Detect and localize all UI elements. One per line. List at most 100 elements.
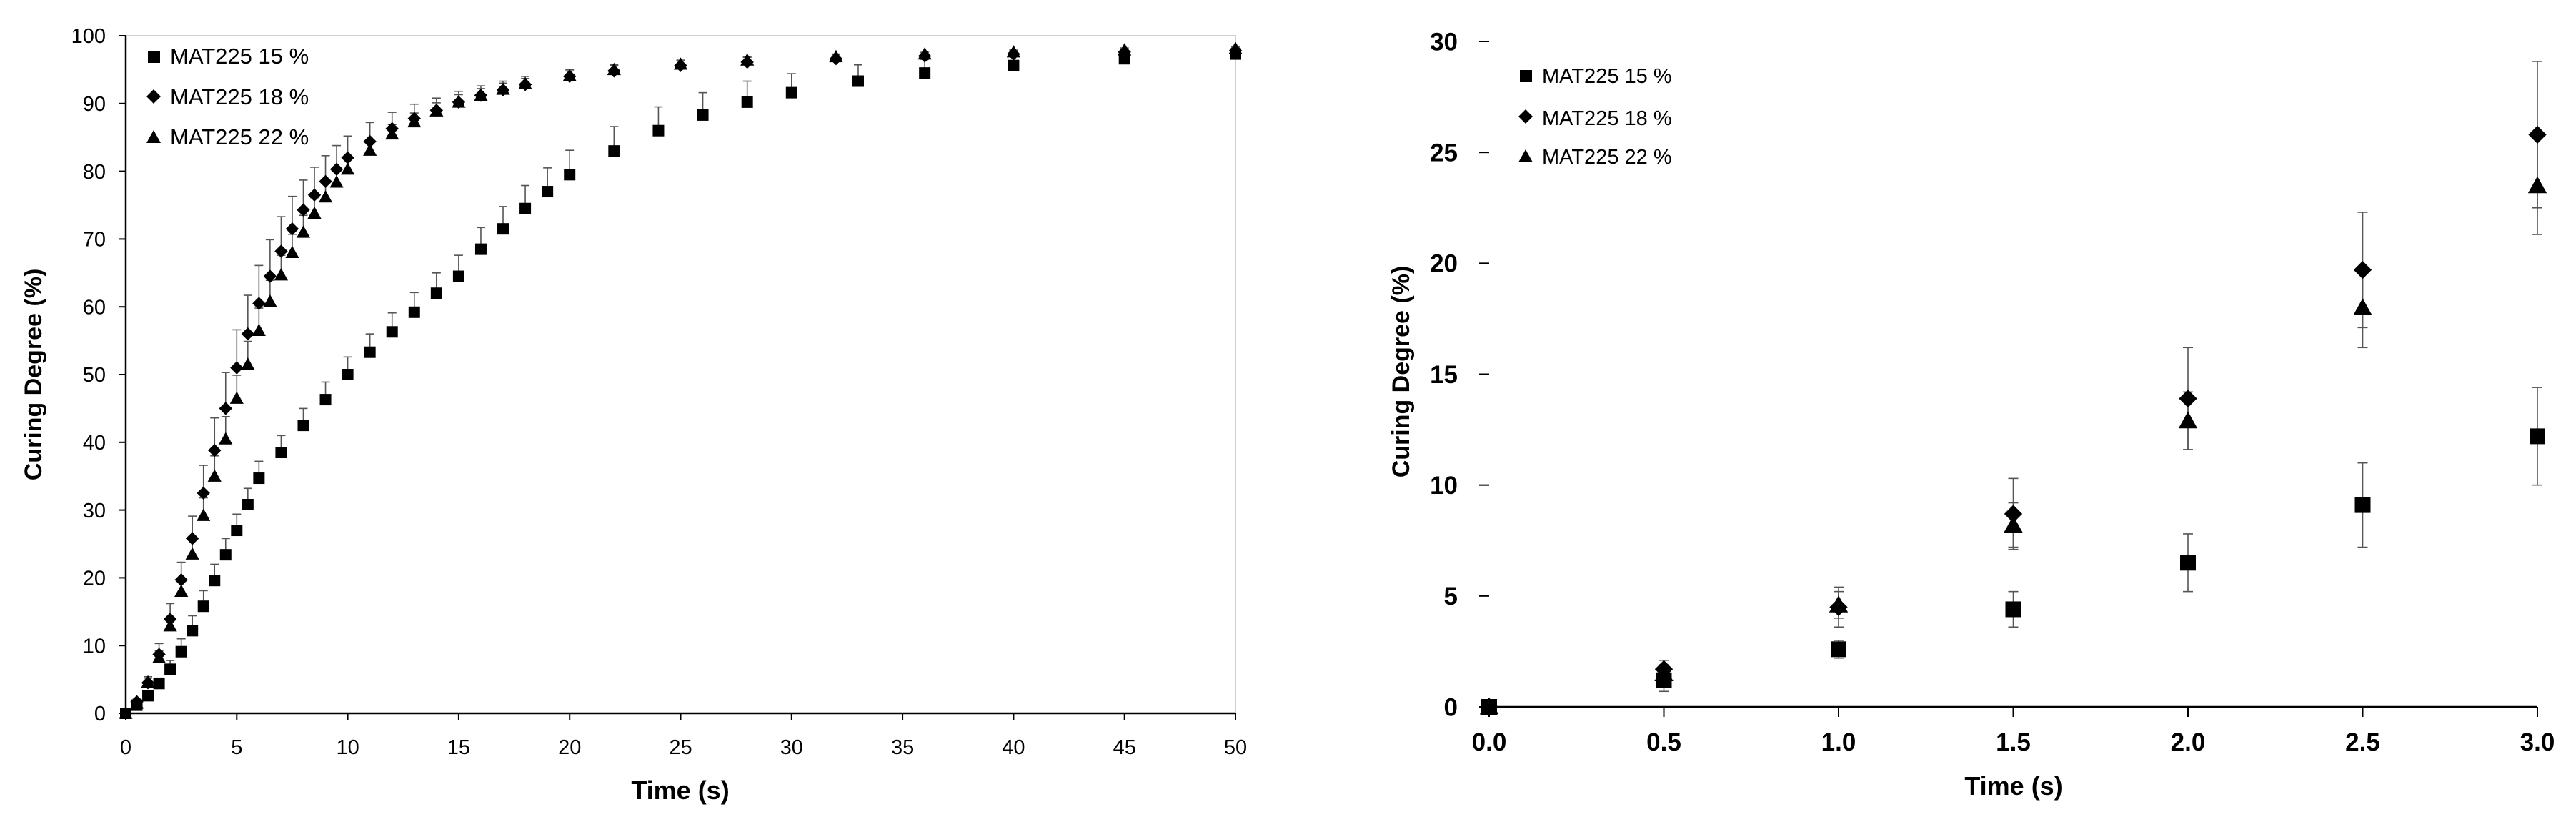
x-tick-label: 5	[231, 736, 242, 759]
triangle-marker	[296, 225, 311, 238]
y-tick-label: 5	[1444, 583, 1458, 610]
diamond-marker	[2528, 125, 2547, 144]
y-tick-label: 0	[94, 703, 106, 725]
square-marker	[497, 223, 509, 235]
triangle-marker	[917, 46, 932, 60]
square-marker	[452, 270, 464, 282]
triangle-marker	[307, 206, 322, 219]
legend-label-15: MAT225 15 %	[170, 44, 309, 69]
square-marker	[242, 499, 254, 511]
data-points	[1479, 125, 2547, 716]
square-marker	[209, 575, 221, 587]
triangle-marker	[496, 82, 510, 95]
y-axis-title: Curing Degree (%)	[1388, 266, 1415, 478]
square-marker	[164, 663, 176, 675]
diamond-marker	[2179, 389, 2197, 408]
y-tick-label: 20	[83, 568, 106, 590]
diamond-marker	[197, 486, 210, 500]
triangle-marker	[562, 69, 577, 81]
legend-label-15: MAT225 15 %	[1542, 65, 1672, 88]
x-tick-label: 2.5	[2345, 728, 2380, 756]
legend-label-18: MAT225 18 %	[1542, 107, 1672, 130]
x-tick-label: 20	[558, 736, 581, 759]
diamond-marker	[263, 269, 277, 283]
x-tick-label: 25	[669, 736, 692, 759]
square-marker	[2180, 555, 2196, 571]
square-marker	[741, 96, 753, 108]
square-marker	[608, 145, 620, 157]
x-tick-label: 10	[336, 736, 359, 759]
square-marker	[142, 690, 154, 702]
square-marker	[1008, 59, 1020, 71]
legend-marker-triangle-icon	[146, 130, 161, 143]
y-tick-label: 0	[1444, 693, 1458, 721]
x-tick-label: 1.5	[1996, 728, 2031, 756]
triangle-marker	[1006, 45, 1020, 58]
triangle-marker	[829, 49, 843, 63]
square-marker	[2530, 428, 2545, 445]
chart-right: 0.0 0.5 1.0 1.5 2.0 2.5 3.0 0 5 10 15 20 25 30 Time …	[1388, 28, 2555, 801]
diamond-marker	[297, 203, 310, 217]
legend-marker-diamond-icon	[146, 89, 161, 104]
triangle-marker	[2353, 298, 2372, 315]
square-marker	[319, 394, 332, 406]
triangle-marker	[129, 696, 144, 709]
legend-marker-square-icon	[148, 51, 160, 63]
y-ticks: 0 5 10 15 20 25 30	[1430, 28, 1489, 721]
triangle-marker	[197, 508, 211, 521]
diamond-marker	[2004, 505, 2023, 523]
x-tick-label: 45	[1113, 736, 1136, 759]
diamond-marker	[341, 151, 354, 164]
diamond-marker	[174, 573, 188, 587]
square-marker	[175, 645, 187, 658]
triangle-marker	[241, 357, 255, 370]
x-tick-label: 0	[120, 736, 131, 759]
y-tick-label: 30	[83, 500, 106, 523]
triangle-marker	[274, 268, 289, 281]
x-tick-label: 3.0	[2520, 728, 2555, 756]
diamond-marker	[274, 244, 288, 258]
diamond-marker	[208, 443, 222, 457]
triangle-marker	[1479, 697, 1499, 715]
legend-label-22: MAT225 22 %	[1542, 146, 1672, 169]
triangle-marker	[185, 547, 199, 560]
legend: MAT225 15 % MAT225 18 % MAT225 22 %	[1518, 65, 1672, 169]
triangle-marker	[1118, 43, 1132, 56]
x-axis-title: Time (s)	[631, 776, 729, 805]
square-marker	[275, 447, 287, 459]
diamond-marker	[219, 402, 232, 415]
y-tick-label: 15	[1430, 361, 1458, 389]
x-tick-label: 50	[1224, 736, 1247, 759]
x-axis-title: Time (s)	[1964, 771, 2062, 801]
square-marker	[919, 67, 931, 79]
square-marker	[342, 369, 354, 380]
triangle-marker	[285, 245, 299, 259]
x-tick-label: 15	[447, 736, 470, 759]
y-tick-label: 50	[83, 364, 106, 387]
triangle-marker	[141, 675, 155, 688]
square-marker	[2005, 601, 2021, 618]
y-tick-label: 10	[1430, 472, 1458, 500]
legend-marker-square-icon	[1520, 70, 1532, 82]
diamond-marker	[329, 162, 344, 176]
square-marker	[430, 287, 442, 299]
diamond-marker	[319, 174, 332, 189]
square-marker	[652, 124, 665, 137]
y-tick-label: 60	[83, 296, 106, 319]
triangle-marker	[151, 650, 166, 663]
square-marker	[187, 625, 199, 637]
triangle-marker	[119, 706, 133, 719]
x-tick-label: 40	[1002, 736, 1025, 759]
y-tick-label: 40	[83, 432, 106, 455]
square-marker	[542, 186, 554, 198]
square-marker	[253, 472, 265, 485]
square-marker	[364, 346, 376, 358]
square-marker	[519, 202, 532, 214]
triangle-marker	[429, 104, 444, 117]
legend: MAT225 15 % MAT225 18 % MAT225 22 %	[146, 44, 309, 149]
y-tick-label: 10	[83, 635, 106, 658]
legend-marker-diamond-icon	[1518, 109, 1533, 124]
y-tick-label: 30	[1430, 28, 1458, 56]
chart-left: 0 5 10 15 20 25 30 35 40 45 50 0 10 20 30 40 50 60 70 80 90…	[20, 25, 1247, 805]
